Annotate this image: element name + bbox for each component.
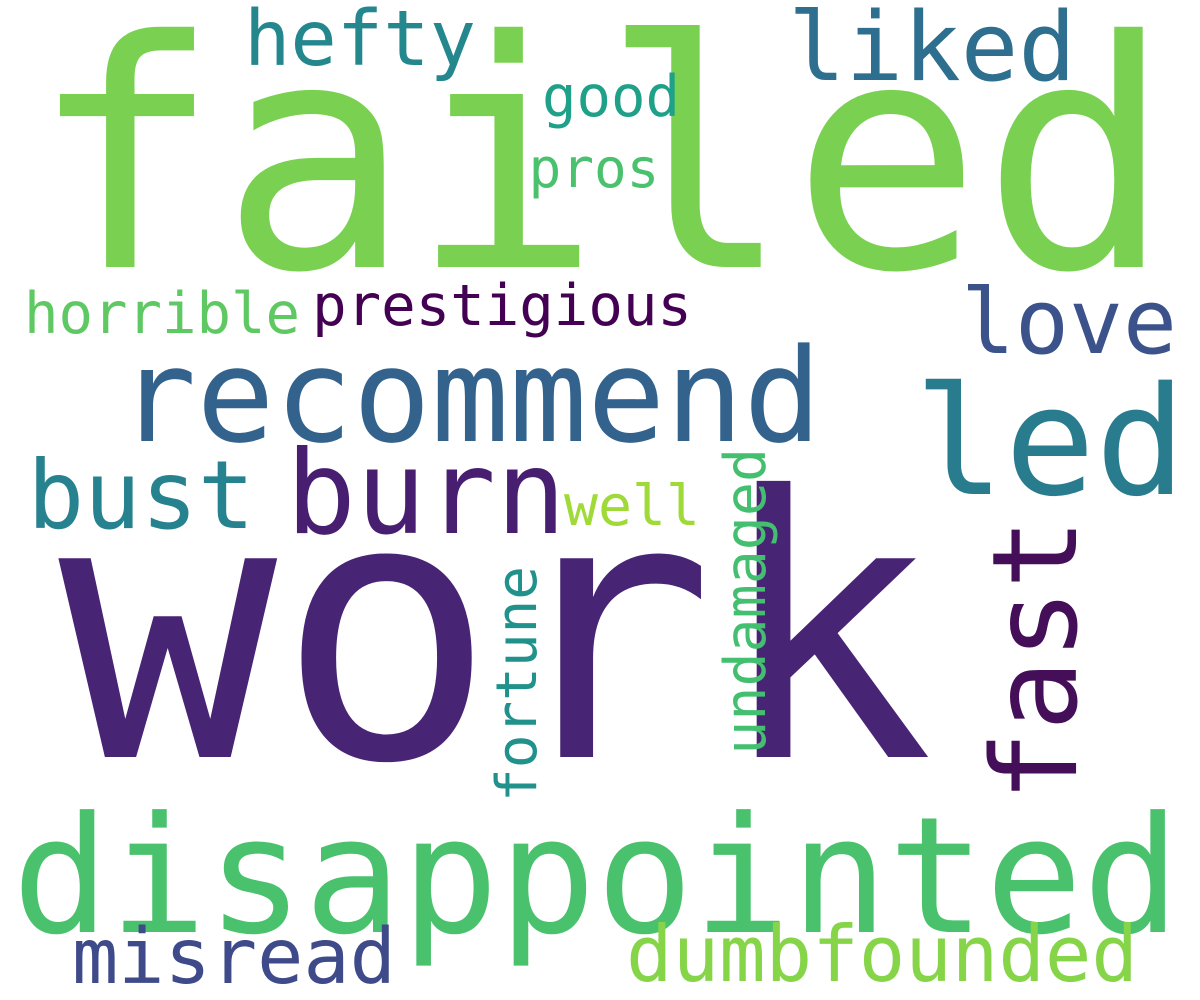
word-led: led <box>914 353 1186 530</box>
word-failed: failed <box>29 0 1173 342</box>
word-well: well <box>564 473 700 539</box>
word-work: work <box>58 420 934 844</box>
word-good: good <box>542 63 680 131</box>
word-misread: misread <box>72 912 396 1000</box>
word-liked: liked <box>788 0 1076 103</box>
word-recommend: recommend <box>118 321 822 473</box>
word-dumbfounded: dumbfounded <box>626 910 1138 1000</box>
word-bust: bust <box>27 440 255 551</box>
word-horrible: horrible <box>24 280 300 348</box>
word-undamaged: undamaged <box>712 447 779 755</box>
word-love: love <box>961 271 1177 376</box>
word-pros: pros <box>528 136 660 200</box>
word-disappointed: disappointed <box>12 783 1180 972</box>
word-fast: fast <box>967 518 1105 802</box>
word-hefty: hefty <box>244 0 476 85</box>
word-prestigious: prestigious <box>312 272 692 340</box>
word-burn: burn <box>286 425 566 561</box>
word-fortune: fortune <box>484 566 550 802</box>
